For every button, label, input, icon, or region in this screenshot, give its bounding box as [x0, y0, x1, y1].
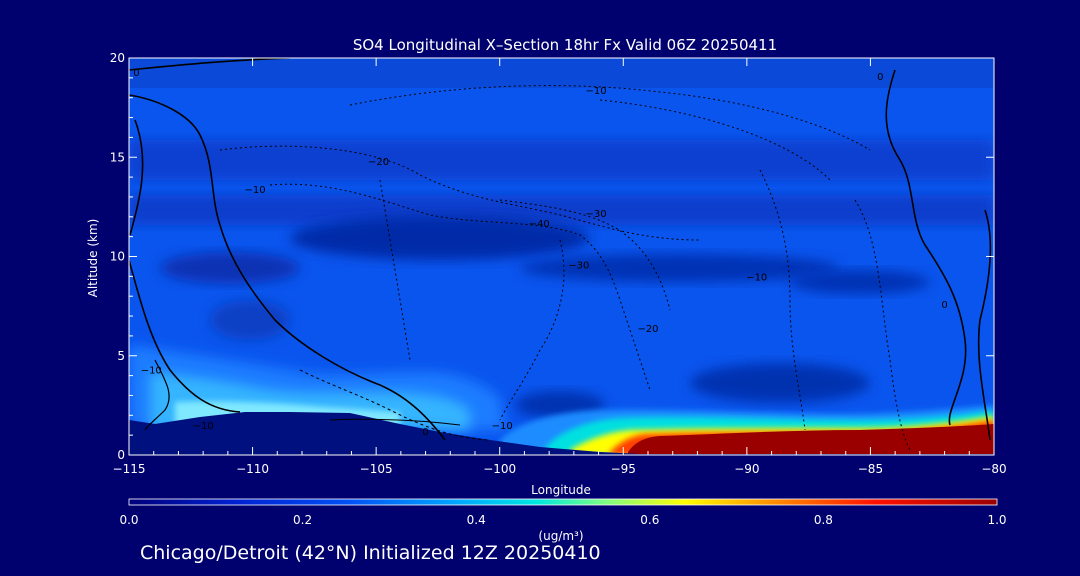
x-tick-label: −110 — [236, 462, 269, 476]
low-conc-region — [160, 252, 300, 284]
contour-label: −10 — [193, 421, 214, 432]
terrain — [129, 412, 994, 455]
contour-line — [599, 99, 831, 181]
colorbar-unit-label: (ug/m³) — [538, 529, 583, 543]
y-axis: 0 5 10 15 20 — [110, 51, 994, 462]
colorbar-frame — [128, 498, 998, 506]
temperature-contours — [129, 58, 992, 451]
contour-label: −10 — [492, 421, 513, 432]
y-axis-label: Altitude (km) — [86, 219, 100, 298]
colorbar — [129, 499, 997, 505]
x-axis: −115 −110 −105 −100 −95 −90 −85 −80 — [113, 58, 1007, 476]
footer-caption: Chicago/Detroit (42°N) Initialized 12Z 2… — [140, 542, 601, 564]
colorbar-tick-label: 0.0 — [119, 513, 138, 527]
x-tick-label: −80 — [981, 462, 1006, 476]
contour-label: −10 — [746, 272, 767, 283]
low-conc-region — [290, 216, 590, 260]
contour-label: −20 — [637, 324, 658, 335]
colorbar-tick-label: 0.8 — [814, 513, 833, 527]
x-tick-label: −105 — [360, 462, 393, 476]
contour-line — [269, 183, 651, 391]
contour-label: −20 — [368, 157, 389, 168]
contour-line — [885, 69, 967, 426]
layer-band — [129, 195, 994, 225]
colorbar-tick-label: 0.4 — [467, 513, 486, 527]
contour-label: −30 — [586, 209, 607, 220]
contour-line — [129, 58, 291, 71]
contour-label: −40 — [529, 219, 550, 230]
contour-line — [329, 418, 461, 426]
colorbar-ticks: 0.0 0.2 0.4 0.6 0.8 1.0 — [119, 513, 1006, 527]
low-conc-region — [690, 363, 870, 403]
colorbar-tick-label: 1.0 — [987, 513, 1006, 527]
contour-line — [129, 259, 241, 413]
contour-label: −30 — [568, 260, 589, 271]
contour-line — [759, 169, 806, 431]
contour-label: −10 — [244, 185, 265, 196]
x-tick-label: −115 — [113, 462, 146, 476]
contour-label: −10 — [141, 366, 162, 377]
low-conc-region — [210, 300, 290, 340]
contour-line — [219, 145, 701, 241]
x-tick-label: −90 — [734, 462, 759, 476]
plume-core — [628, 424, 994, 455]
y-tick-label: 20 — [110, 51, 125, 65]
x-tick-label: −85 — [858, 462, 883, 476]
chart-title: SO4 Longitudinal X–Section 18hr Fx Valid… — [353, 36, 777, 54]
x-tick-label: −95 — [611, 462, 636, 476]
low-conc-region — [520, 254, 840, 282]
contour-line — [129, 94, 446, 441]
y-tick-label: 5 — [117, 349, 125, 363]
x-axis-label: Longitude — [531, 483, 591, 497]
contour-label: 0 — [422, 427, 428, 438]
colorbar-tick-label: 0.2 — [293, 513, 312, 527]
contour-line — [854, 199, 911, 451]
contour-line — [144, 359, 170, 431]
contour-label: −10 — [586, 86, 607, 97]
contour-label: 0 — [877, 72, 883, 83]
layer-band — [129, 58, 994, 88]
x-tick-label: −100 — [483, 462, 516, 476]
contour-label: 0 — [941, 300, 947, 311]
contour-label: 0 — [133, 68, 139, 79]
plot-area: −10 −20 −10 −30 −40 −30 −10 −20 −10 −10 −10 0 0 0 0 — [129, 58, 994, 455]
colorbar-tick-label: 0.6 — [640, 513, 659, 527]
y-tick-label: 15 — [110, 150, 125, 164]
y-tick-label: 0 — [117, 448, 125, 462]
layer-band — [129, 140, 994, 180]
contour-line — [379, 179, 411, 361]
contour-line — [299, 369, 491, 441]
contour-line — [977, 209, 992, 441]
contour-line — [499, 199, 671, 311]
low-conc-region — [790, 270, 930, 294]
contour-line — [129, 119, 144, 236]
y-tick-label: 10 — [110, 250, 125, 264]
contour-labels: −10 −20 −10 −30 −40 −30 −10 −20 −10 −10 −10 0 0 0 0 — [133, 68, 948, 438]
